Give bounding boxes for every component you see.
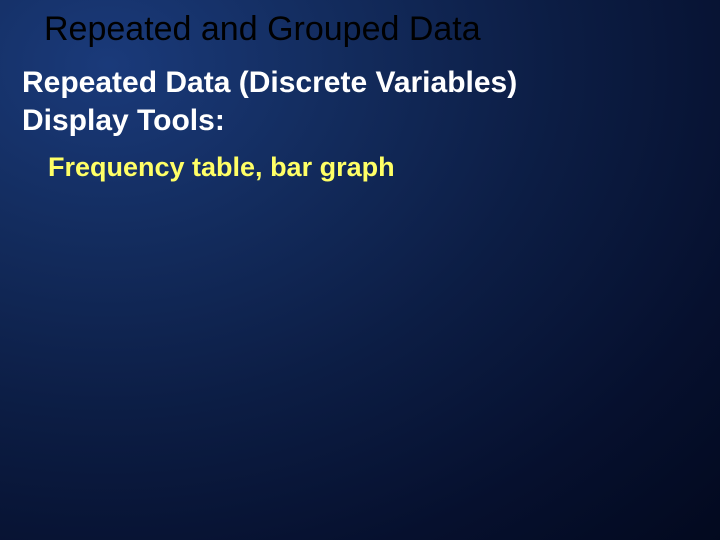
slide-title: Repeated and Grouped Data: [44, 10, 481, 49]
subtitle-line-1: Repeated Data (Discrete Variables): [22, 64, 517, 102]
subtitle-line-2: Display Tools:: [22, 102, 517, 140]
body-text: Frequency table, bar graph: [48, 152, 395, 183]
subtitle-block: Repeated Data (Discrete Variables) Displ…: [22, 64, 517, 141]
slide-container: Repeated and Grouped Data Repeated Data …: [0, 0, 720, 540]
